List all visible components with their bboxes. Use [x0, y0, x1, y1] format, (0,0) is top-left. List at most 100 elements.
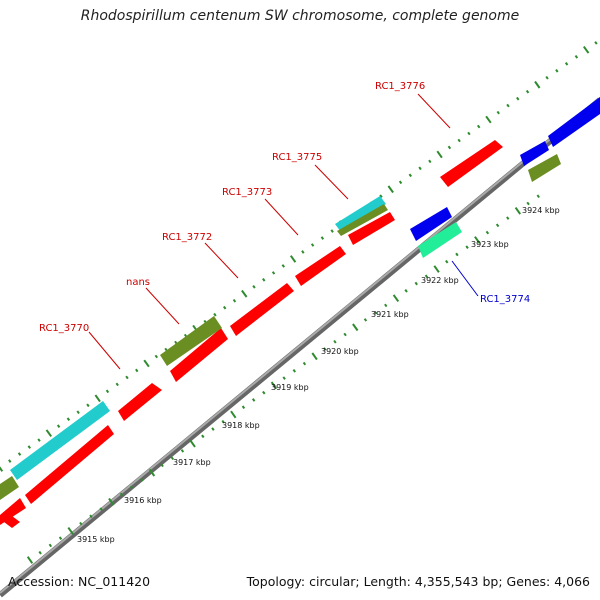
gene-red-3775[interactable] — [348, 212, 395, 245]
minor-tick — [129, 485, 134, 490]
minor-tick — [180, 449, 185, 453]
gene-red-nans-adj[interactable] — [170, 328, 228, 382]
minor-tick — [506, 103, 510, 108]
minor-tick — [89, 514, 93, 519]
gene-cyan[interactable] — [10, 401, 110, 480]
minor-tick — [125, 375, 129, 380]
minor-tick — [414, 281, 418, 286]
major-tick — [392, 294, 400, 302]
major-tick — [534, 80, 541, 89]
major-tick — [514, 207, 522, 215]
minor-tick — [467, 131, 471, 136]
minor-tick — [221, 420, 225, 424]
minor-tick — [232, 298, 237, 303]
major-tick — [189, 439, 196, 448]
minor-tick — [428, 159, 432, 164]
minor-tick — [495, 223, 500, 228]
kbp-label: 3922 kbp — [421, 276, 459, 285]
gene-red-3770[interactable] — [25, 425, 114, 504]
leader-lines — [88, 93, 479, 370]
minor-tick — [262, 278, 266, 282]
major-tick — [474, 236, 481, 244]
minor-tick — [555, 69, 559, 73]
gene-olive[interactable] — [528, 154, 561, 182]
gene-blue[interactable] — [548, 97, 600, 147]
minor-tick — [140, 478, 144, 482]
gene-labels: RC1_3770 nans RC1_3772 RC1_3773 RC1_3775… — [39, 81, 530, 334]
gene-red-3773[interactable] — [295, 246, 346, 286]
minor-tick — [115, 382, 119, 387]
major-tick — [582, 46, 590, 54]
minor-tick — [398, 180, 403, 185]
major-tick — [352, 323, 359, 332]
minor-tick — [594, 41, 598, 45]
minor-tick — [262, 390, 266, 395]
gene-label-nans: nans — [126, 277, 150, 288]
minor-tick — [252, 285, 256, 289]
minor-tick — [271, 271, 276, 275]
major-tick — [45, 429, 53, 437]
major-tick — [108, 497, 115, 506]
minor-tick — [333, 339, 337, 344]
kbp-label: 3916 kbp — [124, 496, 162, 505]
minor-tick — [496, 110, 500, 115]
minor-tick — [38, 550, 42, 555]
minor-tick — [536, 194, 540, 199]
minor-tick — [281, 264, 286, 268]
minor-tick — [424, 274, 429, 279]
minor-tick — [384, 303, 388, 308]
gene-olive[interactable] — [0, 476, 19, 500]
gene-olive[interactable] — [337, 204, 388, 236]
minor-tick — [301, 250, 305, 254]
gene-red-3776[interactable] — [440, 140, 503, 187]
major-tick — [148, 468, 156, 477]
gene-label-rc1-3775: RC1_3775 — [272, 152, 322, 163]
kbp-label: 3924 kbp — [522, 206, 560, 215]
minor-tick — [408, 173, 413, 178]
minor-tick — [457, 138, 461, 143]
major-tick — [433, 265, 440, 273]
gene-olive-nans[interactable] — [160, 316, 222, 366]
minor-tick — [545, 75, 549, 80]
minor-tick — [485, 230, 490, 235]
major-tick — [0, 466, 4, 472]
tick-track-outer — [0, 41, 598, 472]
backbone — [0, 97, 600, 598]
gene-blue[interactable] — [520, 141, 549, 166]
minor-tick — [105, 389, 110, 394]
gene-cyan-3775[interactable] — [335, 196, 386, 232]
minor-tick — [373, 310, 378, 315]
minor-tick — [476, 124, 481, 129]
major-tick — [26, 556, 34, 564]
major-tick — [230, 410, 237, 419]
minor-tick — [310, 243, 315, 247]
minor-tick — [516, 96, 520, 101]
minor-tick — [154, 354, 158, 359]
minor-tick — [170, 456, 175, 460]
minor-tick — [506, 216, 510, 220]
gene-red-3772[interactable] — [230, 283, 294, 336]
minor-tick — [56, 424, 61, 428]
minor-tick — [135, 368, 139, 373]
minor-tick — [99, 507, 103, 511]
minor-tick — [17, 452, 22, 456]
tick-track-inner — [26, 194, 540, 564]
minor-tick — [343, 332, 347, 337]
minor-tick — [66, 417, 71, 421]
minor-tick — [363, 318, 368, 322]
minor-tick — [76, 410, 80, 415]
gene-blue[interactable] — [410, 207, 452, 241]
minor-tick — [37, 438, 41, 442]
gene-red-rev[interactable] — [0, 498, 26, 525]
minor-tick — [251, 398, 256, 402]
map-title: Rhodospirillum centenum SW chromosome, c… — [80, 8, 520, 24]
gene-aqua-3774[interactable] — [418, 222, 462, 258]
minor-tick — [79, 521, 83, 526]
gene-label-rc1-3770: RC1_3770 — [39, 323, 89, 334]
major-tick — [270, 381, 278, 390]
kbp-label: 3921 kbp — [371, 310, 409, 319]
gene-red[interactable] — [118, 383, 162, 421]
accession-text: Accession: NC_011420 — [8, 574, 151, 589]
